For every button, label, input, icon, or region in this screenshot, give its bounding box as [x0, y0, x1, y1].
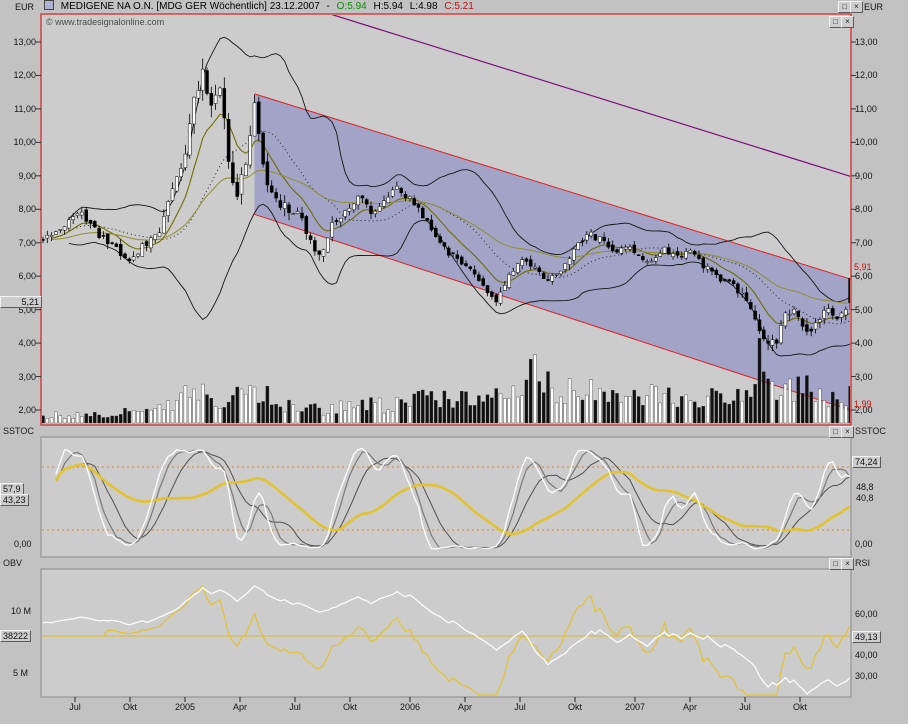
obv-value-marker: 38222 — [0, 630, 32, 642]
x-axis-label: Jul — [739, 702, 751, 712]
price-tick-right: 7,00 — [855, 237, 873, 248]
price-tick-right: 9,00 — [855, 170, 873, 181]
candles-layer — [42, 58, 850, 351]
price-tick-left: 4,00 — [18, 338, 36, 349]
x-axis-label: Apr — [457, 702, 472, 712]
obv-tick-5m: 5 M — [13, 668, 29, 678]
x-axis-label: Jul — [289, 702, 301, 712]
price-tick-left: 7,00 — [18, 237, 36, 248]
price-tick-left: 9,00 — [18, 170, 36, 181]
channel-top-value: 5,91 — [854, 262, 872, 272]
x-axis-label: Apr — [232, 702, 247, 712]
rsi-tick-60: 60,00 — [855, 609, 878, 619]
chart-title: MEDIGENE NA O.N. [MDG GER Wöchentlich] 2… — [60, 1, 320, 12]
sstoc-right-marker: 74,24 — [852, 456, 881, 468]
obv-tick-10m: 10 M — [11, 606, 32, 616]
obv-close-button[interactable]: × — [841, 558, 854, 570]
price-tick-left: 13,00 — [13, 37, 36, 47]
trend-channel-layer — [254, 93, 852, 411]
rsi-right-title: RSI — [855, 558, 871, 568]
sstoc-right-value-1: 48,8 — [856, 482, 874, 492]
x-axis-label: Okt — [567, 702, 582, 712]
sstoc-zero-tick-right: 0,00 — [855, 539, 873, 549]
sstoc-right-value-2: 40,8 — [856, 493, 874, 503]
x-axis-label: Okt — [792, 702, 807, 712]
price-tick-right: 3,00 — [855, 371, 873, 382]
sstoc-zero-tick-left: 0,00 — [14, 539, 32, 549]
volume-layer — [42, 338, 850, 424]
price-tick-right: 2,00 — [855, 405, 873, 415]
rsi-tick-40: 40,00 — [855, 650, 878, 660]
title-separator: - — [326, 1, 330, 12]
price-tick-right: 10,00 — [855, 137, 878, 148]
watermark: © www.tradesignalonline.com — [46, 17, 165, 27]
price-plot-border — [40, 13, 852, 426]
left-axis-unit: EUR — [15, 2, 35, 12]
price-tick-left: 10,00 — [13, 137, 36, 148]
sstoc-left-title: SSTOC — [3, 426, 34, 436]
quote-low: L:4.98 — [409, 1, 438, 12]
x-axis-label: Jul — [514, 702, 526, 712]
rsi-value-marker: 49,13 — [852, 631, 881, 643]
x-axis-label: Apr — [682, 702, 697, 712]
price-tick-right: 4,00 — [855, 338, 873, 349]
x-axis-label: 2005 — [174, 702, 196, 712]
price-tick-right: 12,00 — [855, 70, 878, 81]
price-tick-left: 8,00 — [18, 204, 36, 215]
sstoc-right-title: SSTOC — [855, 426, 886, 436]
titlebar: MEDIGENE NA O.N. [MDG GER Wöchentlich] 2… — [0, 0, 908, 13]
quote-open: O:5.94 — [336, 1, 367, 12]
current-price-marker: 5,21 — [0, 296, 42, 308]
price-panel-close-button[interactable]: × — [841, 16, 854, 28]
window-restore-button[interactable]: □ — [838, 1, 851, 13]
rsi-tick-30: 30,00 — [855, 671, 878, 681]
instrument-icon — [44, 0, 54, 10]
sstoc-close-button[interactable]: × — [841, 426, 854, 438]
price-tick-left: 12,00 — [13, 70, 36, 81]
obv-left-title: OBV — [3, 558, 23, 568]
price-tick-right: 8,00 — [855, 204, 873, 215]
price-tick-right: 11,00 — [855, 103, 877, 114]
price-tick-right: 6,00 — [855, 271, 873, 282]
quote-high: H:5.94 — [373, 1, 403, 12]
obv-restore-button[interactable]: □ — [829, 558, 842, 570]
regression-line — [331, 15, 850, 177]
price-tick-left: 6,00 — [18, 271, 36, 282]
x-axis-label: Okt — [122, 702, 137, 712]
quote-close: C:5.21 — [444, 1, 474, 12]
price-tick-left: 11,00 — [14, 103, 36, 114]
price-tick-right: 13,00 — [855, 37, 878, 47]
x-axis-label: 2006 — [399, 702, 421, 712]
price-tick-left: 3,00 — [18, 371, 36, 382]
price-tick-left: 5,00 — [18, 304, 36, 315]
x-axis-label: Jul — [69, 702, 81, 712]
sstoc-d-marker: 43,23 — [0, 494, 29, 506]
price-tick-left: 2,00 — [18, 405, 36, 415]
price-tick-right: 5,00 — [855, 304, 873, 315]
x-axis-label: Okt — [342, 702, 357, 712]
window-close-button[interactable]: × — [850, 1, 863, 13]
x-axis-label: 2007 — [624, 702, 646, 712]
right-axis-unit: EUR — [864, 2, 884, 12]
channel-bottom-value: 1,99 — [854, 399, 872, 409]
